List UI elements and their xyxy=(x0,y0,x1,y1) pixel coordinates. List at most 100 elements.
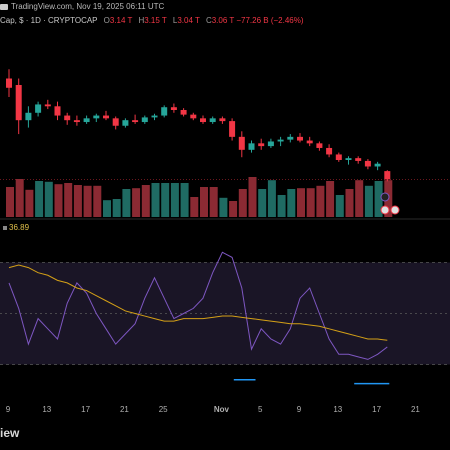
volume-bar xyxy=(132,188,141,217)
close-label: C xyxy=(205,16,212,25)
high-value: 3.15 T xyxy=(144,16,167,25)
candle-body xyxy=(345,158,352,160)
volume-bar xyxy=(73,185,82,217)
volume-bar xyxy=(180,183,189,217)
volume-bar xyxy=(258,189,267,217)
candle-body xyxy=(151,115,158,118)
flag-marker-icon xyxy=(390,205,400,215)
low-label: L xyxy=(172,16,178,25)
x-tick-label: 9 xyxy=(6,405,11,414)
candle-body xyxy=(258,143,265,147)
volume-bar xyxy=(345,189,354,217)
volume-bar xyxy=(122,189,131,217)
candle-body xyxy=(180,110,187,115)
candle-body xyxy=(103,115,109,119)
volume-bar xyxy=(277,195,286,217)
volume-bar xyxy=(83,185,92,217)
candle-body xyxy=(297,136,303,141)
volume-bar xyxy=(54,184,63,217)
candle-body xyxy=(364,160,371,167)
open-value: 3.14 T xyxy=(109,16,133,25)
candle-body xyxy=(141,117,148,123)
price-grid xyxy=(0,179,450,220)
candle-body xyxy=(238,136,245,150)
volume-bar xyxy=(287,189,296,217)
volume-bar xyxy=(151,183,160,217)
tradingview-logo-icon xyxy=(0,3,8,10)
candle-body xyxy=(35,104,42,113)
candle-body xyxy=(335,154,342,160)
close-value: 3.06 T xyxy=(211,16,235,25)
rsi-ma-line xyxy=(8,264,388,341)
symbol-label[interactable]: Cap, $ · 1D · CRYPTOCAP xyxy=(0,16,98,25)
volume-bar xyxy=(374,181,383,217)
candle-body xyxy=(15,85,22,121)
candle-body xyxy=(122,120,129,126)
x-tick-label: 17 xyxy=(81,405,90,414)
volume-bar xyxy=(15,179,24,217)
candle-body xyxy=(170,107,177,110)
chart-header: TradingView.com, Nov 19, 2025 06:11 UTC … xyxy=(0,0,450,30)
source-text: TradingView.com, Nov 19, 2025 06:11 UTC xyxy=(11,2,165,11)
volume-bar xyxy=(267,180,276,217)
x-tick-label: 5 xyxy=(258,405,263,414)
low-value: 3.04 T xyxy=(177,16,200,25)
volume-bar xyxy=(103,200,111,217)
candle-body xyxy=(73,120,80,123)
open-label: O xyxy=(103,16,110,25)
candle-body xyxy=(190,114,197,119)
volume-bar xyxy=(6,187,14,217)
rsi-legend-icon xyxy=(3,225,7,230)
rsi-value-label: 36.89 xyxy=(9,223,30,232)
volume-bar xyxy=(200,187,208,217)
high-label: H xyxy=(138,16,145,25)
volume-bar xyxy=(35,181,44,217)
ohlc-line: Cap, $ · 1D · CRYPTOCAP O3.14 T H3.15 T … xyxy=(0,16,304,25)
x-tick-label: 9 xyxy=(297,405,302,414)
candle-body xyxy=(54,106,61,116)
volume-bar xyxy=(306,188,315,217)
candle-body xyxy=(277,139,284,142)
candle-body xyxy=(219,118,226,122)
candle-body xyxy=(374,163,381,167)
x-tick-label: 21 xyxy=(120,405,129,414)
x-tick-label: 17 xyxy=(372,405,381,414)
candle-body xyxy=(326,147,333,155)
volume-bar xyxy=(93,185,102,217)
x-tick-label: 21 xyxy=(411,405,420,414)
volume-bar xyxy=(141,185,150,217)
volume-bars xyxy=(6,177,393,217)
candle-body xyxy=(132,120,139,123)
volume-bar xyxy=(364,185,373,217)
watermark: iew xyxy=(0,426,20,440)
volume-bar xyxy=(248,177,257,217)
volume-bar xyxy=(25,189,34,217)
candle-body xyxy=(44,104,51,107)
volume-bar xyxy=(335,195,344,217)
x-axis: 913172125Nov5913172125 xyxy=(6,405,450,414)
x-tick-label: 13 xyxy=(333,405,342,414)
candles xyxy=(6,69,391,182)
candle-body xyxy=(112,118,119,126)
volume-bar xyxy=(112,199,121,217)
candle-body xyxy=(229,121,236,137)
candle-body xyxy=(384,171,391,180)
candle-body xyxy=(83,118,90,123)
volume-bar xyxy=(229,201,238,217)
x-tick-label: Nov xyxy=(214,405,230,414)
candle-body xyxy=(25,112,32,121)
volume-bar xyxy=(44,181,53,217)
volume-bar xyxy=(64,183,73,217)
volume-bar xyxy=(219,197,228,217)
candle-body xyxy=(287,136,294,140)
volume-bar xyxy=(161,183,170,217)
candle-body xyxy=(64,115,71,121)
candle-body xyxy=(200,118,206,123)
volume-bar xyxy=(326,181,335,217)
volume-bar xyxy=(316,185,325,217)
rsi-line xyxy=(8,251,388,360)
candle-body xyxy=(355,158,362,161)
candle-body xyxy=(306,140,313,144)
candle-body xyxy=(267,141,274,147)
